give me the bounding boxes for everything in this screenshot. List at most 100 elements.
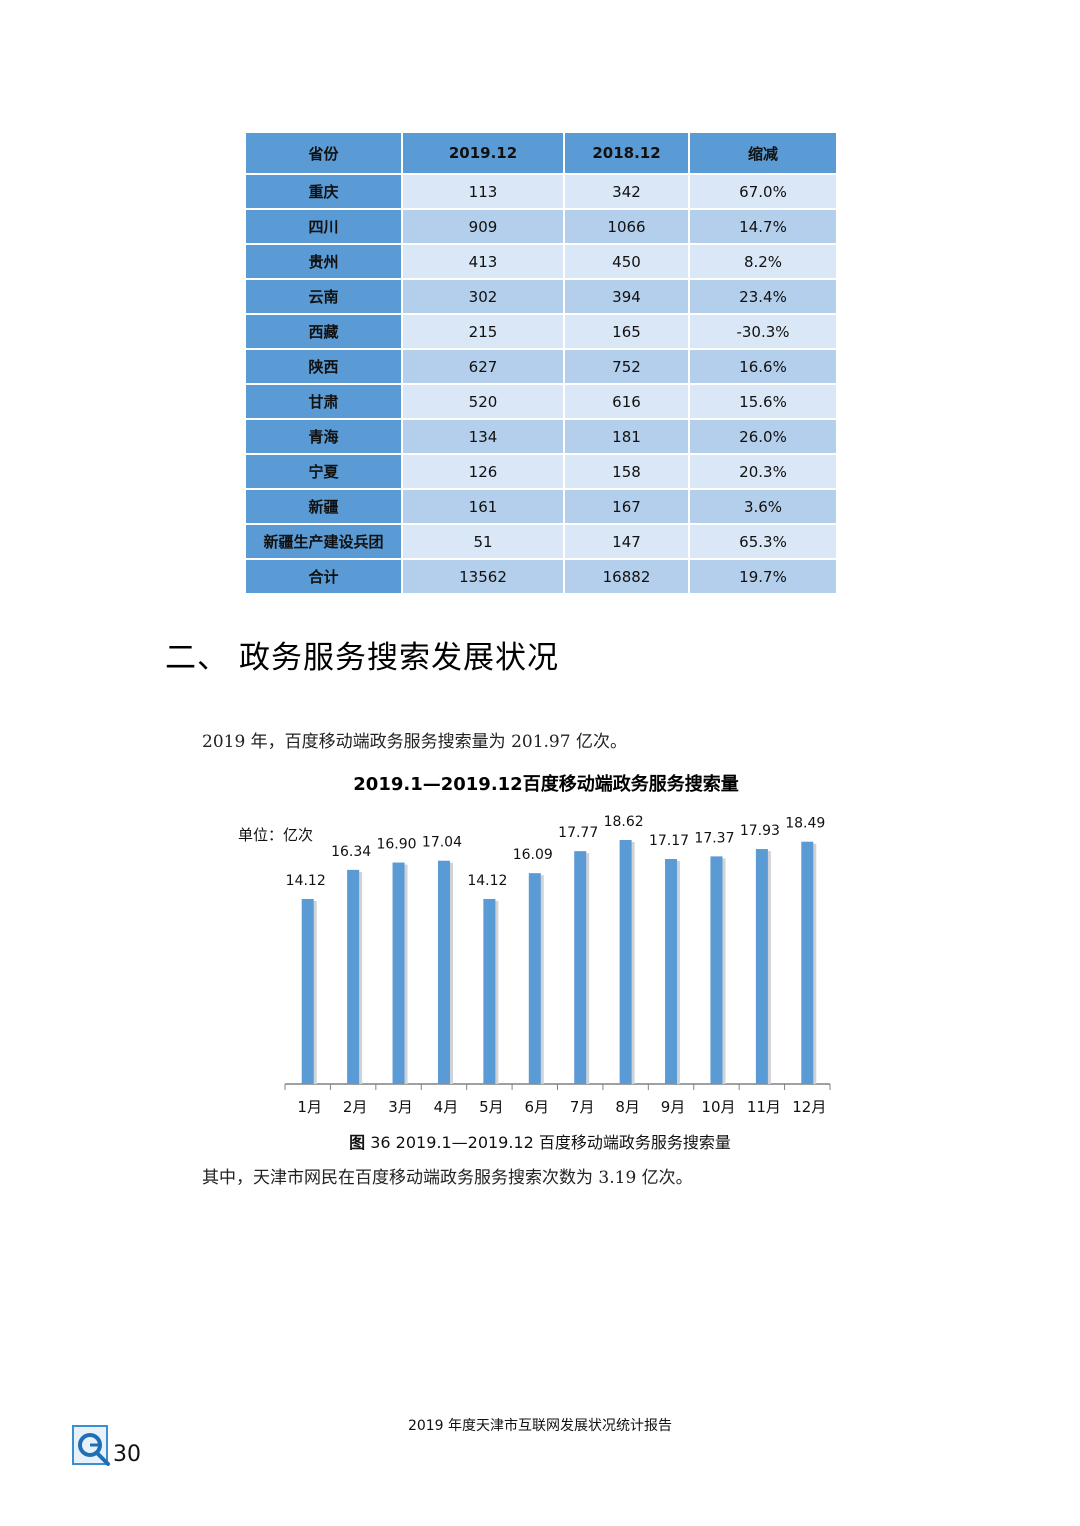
- data-label: 17.77: [558, 825, 598, 841]
- value-cell: 134: [403, 420, 563, 453]
- intro-paragraph: 2019 年，百度移动端政务服务搜索量为 201.97 亿次。: [202, 732, 627, 752]
- bar: [483, 898, 496, 1084]
- table-row: 青海 134 181 26.0%: [246, 420, 836, 453]
- value-cell: 8.2%: [690, 245, 836, 278]
- data-label: 16.90: [376, 837, 416, 853]
- table-row: 甘肃 520 616 15.6%: [246, 385, 836, 418]
- note-paragraph: 其中，天津市网民在百度移动端政务服务搜索次数为 3.19 亿次。: [202, 1168, 693, 1188]
- province-cell: 合计: [246, 560, 401, 593]
- bar: [392, 862, 405, 1084]
- section-title: 政务服务搜索发展状况: [239, 640, 559, 676]
- bar: [710, 856, 723, 1084]
- header-province: 省份: [246, 133, 401, 173]
- province-cell: 宁夏: [246, 455, 401, 488]
- data-label: 16.09: [513, 847, 553, 863]
- data-label: 16.34: [331, 844, 371, 860]
- bar: [528, 873, 541, 1084]
- value-cell: 909: [403, 210, 563, 243]
- bar: [437, 860, 450, 1084]
- table-row: 四川 909 1066 14.7%: [246, 210, 836, 243]
- data-label: 17.37: [694, 830, 734, 846]
- chart-title: 2019.1—2019.12百度移动端政务服务搜索量: [353, 774, 739, 795]
- header-2018-12: 2018.12: [565, 133, 688, 173]
- data-label: 14.12: [286, 873, 326, 889]
- header-2019-12: 2019.12: [403, 133, 563, 173]
- figure-caption-text: 36 2019.1—2019.12 百度移动端政务服务搜索量: [370, 1133, 731, 1152]
- table-row: 陕西 627 752 16.6%: [246, 350, 836, 383]
- value-cell: 16.6%: [690, 350, 836, 383]
- table-body: 重庆 113 342 67.0% 四川 909 1066 14.7% 贵州 413 450 8.2% 云…: [246, 175, 836, 593]
- table-row: 云南 302 394 23.4%: [246, 280, 836, 313]
- province-cell: 贵州: [246, 245, 401, 278]
- value-cell: 167: [565, 490, 688, 523]
- value-cell: 161: [403, 490, 563, 523]
- province-cell: 青海: [246, 420, 401, 453]
- header-decrease: 缩减: [690, 133, 836, 173]
- section-heading: 二、 政务服务搜索发展状况: [165, 632, 559, 677]
- value-cell: 20.3%: [690, 455, 836, 488]
- table-header: 省份 2019.12 2018.12 缩减: [246, 133, 836, 173]
- value-cell: 627: [403, 350, 563, 383]
- value-cell: 13562: [403, 560, 563, 593]
- province-cell: 西藏: [246, 315, 401, 348]
- value-cell: 165: [565, 315, 688, 348]
- figure-caption-label: 图: [349, 1133, 366, 1152]
- category-label: 3月: [388, 1098, 413, 1116]
- value-cell: 65.3%: [690, 525, 836, 558]
- category-label: 6月: [525, 1098, 550, 1116]
- value-cell: 26.0%: [690, 420, 836, 453]
- province-cell: 陕西: [246, 350, 401, 383]
- category-label: 1月: [297, 1098, 322, 1116]
- value-cell: 15.6%: [690, 385, 836, 418]
- table-header-row: 省份 2019.12 2018.12 缩减: [246, 133, 836, 173]
- value-cell: 14.7%: [690, 210, 836, 243]
- report-logo-icon: [72, 1425, 110, 1466]
- data-label: 17.93: [740, 823, 780, 839]
- value-cell: 181: [565, 420, 688, 453]
- unit-label: 单位：亿次: [238, 826, 313, 844]
- value-cell: 158: [565, 455, 688, 488]
- value-cell: 67.0%: [690, 175, 836, 208]
- data-label: 18.62: [604, 814, 644, 830]
- category-label: 9月: [661, 1098, 686, 1116]
- province-cell: 四川: [246, 210, 401, 243]
- province-cell: 甘肃: [246, 385, 401, 418]
- value-cell: 616: [565, 385, 688, 418]
- value-cell: -30.3%: [690, 315, 836, 348]
- value-cell: 126: [403, 455, 563, 488]
- category-label: 10月: [701, 1098, 735, 1116]
- value-cell: 16882: [565, 560, 688, 593]
- bar: [574, 851, 587, 1084]
- province-cell: 重庆: [246, 175, 401, 208]
- table-row: 宁夏 126 158 20.3%: [246, 455, 836, 488]
- figure-caption: 图 36 2019.1—2019.12 百度移动端政务服务搜索量: [0, 1129, 1080, 1153]
- category-label: 5月: [479, 1098, 504, 1116]
- data-label: 14.12: [467, 873, 507, 889]
- bar: [347, 869, 360, 1084]
- bar: [301, 898, 314, 1084]
- section-number: 二、: [165, 640, 229, 676]
- value-cell: 147: [565, 525, 688, 558]
- value-cell: 3.6%: [690, 490, 836, 523]
- bar: [619, 840, 632, 1084]
- category-label: 11月: [747, 1098, 781, 1116]
- province-cell: 新疆生产建设兵团: [246, 525, 401, 558]
- bar: [801, 841, 814, 1084]
- value-cell: 413: [403, 245, 563, 278]
- value-cell: 520: [403, 385, 563, 418]
- value-cell: 752: [565, 350, 688, 383]
- category-label: 12月: [792, 1098, 826, 1116]
- value-cell: 1066: [565, 210, 688, 243]
- value-cell: 302: [403, 280, 563, 313]
- table-row: 贵州 413 450 8.2%: [246, 245, 836, 278]
- province-cell: 新疆: [246, 490, 401, 523]
- table-row: 西藏 215 165 -30.3%: [246, 315, 836, 348]
- province-table: 省份 2019.12 2018.12 缩减 重庆 113 342 67.0% 四川 909…: [244, 131, 838, 595]
- data-label: 17.17: [649, 833, 689, 849]
- bar: [665, 859, 678, 1084]
- table-row: 合计 13562 16882 19.7%: [246, 560, 836, 593]
- table-row: 重庆 113 342 67.0%: [246, 175, 836, 208]
- table-row: 新疆生产建设兵团 51 147 65.3%: [246, 525, 836, 558]
- category-label: 4月: [434, 1098, 459, 1116]
